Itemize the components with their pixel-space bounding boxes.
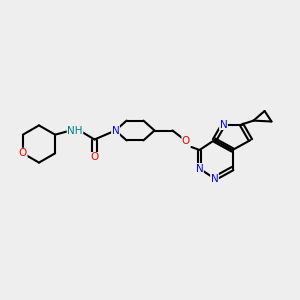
Text: O: O xyxy=(90,152,99,163)
Text: N: N xyxy=(112,125,119,136)
Text: N: N xyxy=(220,119,227,130)
Text: O: O xyxy=(182,136,190,146)
Text: N: N xyxy=(211,173,218,184)
Text: NH: NH xyxy=(67,125,83,136)
Text: O: O xyxy=(19,148,27,158)
Text: N: N xyxy=(196,164,203,174)
